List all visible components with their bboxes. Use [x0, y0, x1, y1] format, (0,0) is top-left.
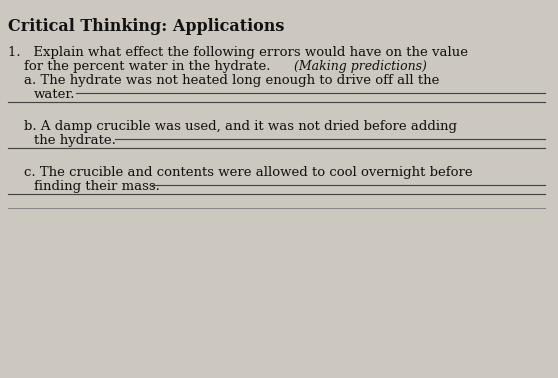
Text: the hydrate.: the hydrate. [34, 134, 116, 147]
Text: water.: water. [34, 88, 75, 101]
Text: 1.   Explain what effect the following errors would have on the value: 1. Explain what effect the following err… [8, 46, 468, 59]
Text: Critical Thinking: Applications: Critical Thinking: Applications [8, 18, 285, 35]
Text: a. The hydrate was not heated long enough to drive off all the: a. The hydrate was not heated long enoug… [24, 74, 439, 87]
Text: (Making predictions): (Making predictions) [294, 60, 427, 73]
Text: b. A damp crucible was used, and it was not dried before adding: b. A damp crucible was used, and it was … [24, 120, 457, 133]
Text: finding their mass.: finding their mass. [34, 180, 160, 193]
Text: for the percent water in the hydrate.: for the percent water in the hydrate. [24, 60, 275, 73]
Text: c. The crucible and contents were allowed to cool overnight before: c. The crucible and contents were allowe… [24, 166, 473, 179]
